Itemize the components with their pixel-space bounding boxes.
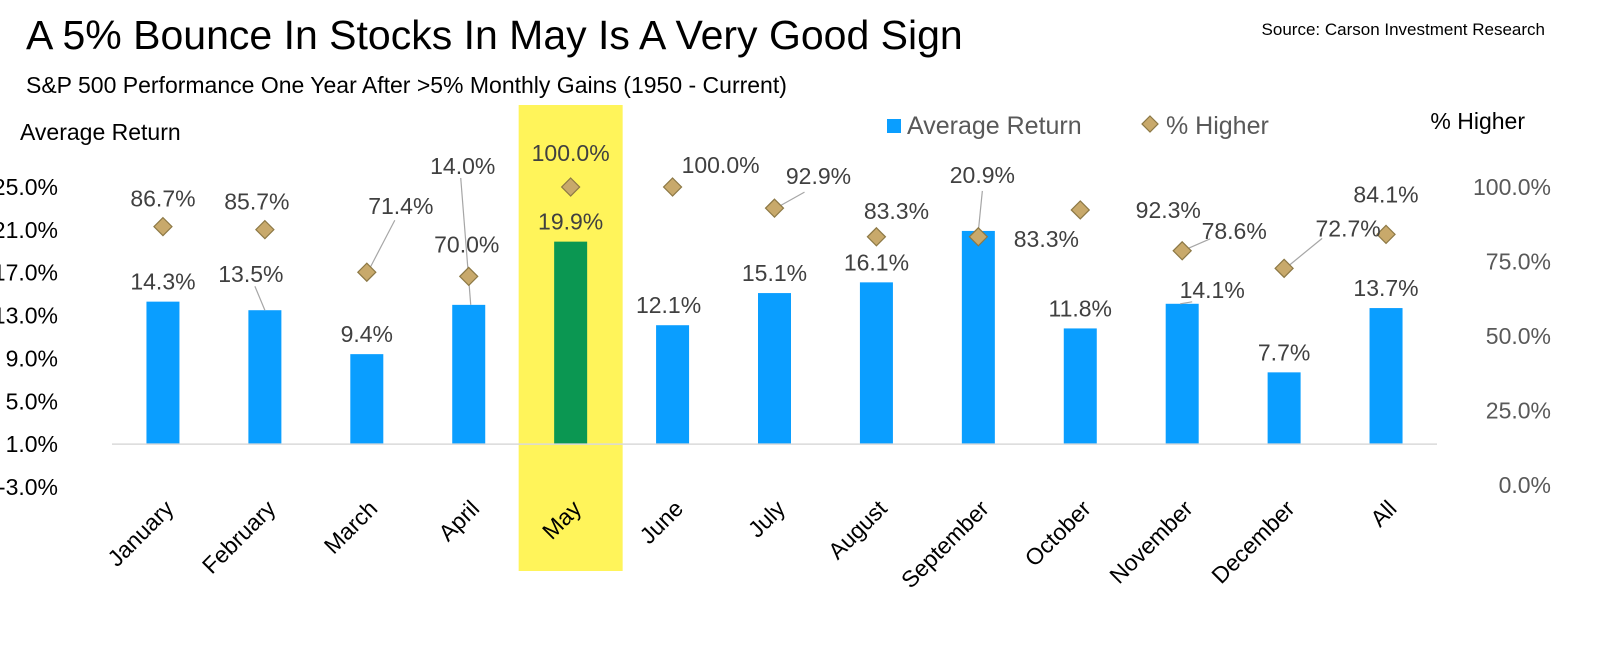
y-tick-right: 25.0% — [1486, 398, 1551, 424]
left-axis-title: Average Return — [20, 119, 181, 145]
y-tick-right: 100.0% — [1473, 174, 1551, 200]
x-tick-label: July — [743, 495, 791, 543]
x-tick-label: January — [102, 495, 179, 572]
y-tick-left: 21.0% — [0, 217, 58, 243]
bar-average-return — [1267, 372, 1301, 445]
bar-average-return — [656, 325, 690, 445]
data-label-pct-higher: 72.7% — [1316, 215, 1381, 241]
x-tick-label: December — [1206, 495, 1300, 589]
data-label-pct-higher: 70.0% — [434, 231, 499, 257]
y-tick-left: 1.0% — [6, 431, 58, 457]
data-label-pct-higher: 86.7% — [130, 186, 195, 212]
chart-subtitle: S&P 500 Performance One Year After >5% M… — [26, 72, 787, 98]
y-tick-right: 75.0% — [1486, 249, 1551, 275]
bar-average-return — [554, 241, 588, 445]
legend-label-pct-higher: % Higher — [1166, 112, 1269, 140]
bar-average-return — [758, 293, 791, 445]
legend-swatch-average-return — [887, 119, 901, 133]
data-label-pct-higher: 92.9% — [786, 163, 851, 189]
leader-line — [1186, 238, 1211, 250]
y-tick-left: 17.0% — [0, 260, 58, 286]
source-note: Source: Carson Investment Research — [1262, 20, 1545, 39]
x-tick-label: February — [197, 495, 281, 579]
marker-pct-higher — [866, 226, 887, 247]
data-label-average-return: 15.1% — [742, 260, 807, 286]
y-tick-left: 9.0% — [6, 345, 58, 371]
bar-average-return — [1165, 303, 1199, 445]
marker-pct-higher — [356, 262, 377, 283]
y-tick-right: 0.0% — [1499, 472, 1551, 498]
data-label-average-return: 11.8% — [1049, 295, 1113, 321]
data-label-pct-higher: 92.3% — [1136, 197, 1201, 223]
data-label-average-return: 13.7% — [1353, 275, 1418, 301]
chart-title: A 5% Bounce In Stocks In May Is A Very G… — [26, 12, 963, 58]
bar-average-return — [146, 301, 180, 445]
marker-pct-higher — [1070, 200, 1091, 220]
bar-average-return — [1369, 308, 1403, 445]
marker-pct-higher — [1376, 224, 1396, 245]
right-axis-title: % Higher — [1430, 108, 1525, 134]
marker-pct-higher — [1172, 240, 1193, 261]
marker-pct-higher — [458, 266, 479, 287]
marker-pct-higher — [764, 198, 785, 219]
x-tick-label: August — [823, 495, 892, 564]
data-label-average-return: 14.3% — [130, 269, 195, 295]
data-label-average-return: 19.9% — [538, 209, 603, 235]
leader-line — [779, 191, 805, 207]
data-label-pct-higher: 85.7% — [224, 189, 289, 215]
data-label-pct-higher: 83.3% — [864, 198, 929, 224]
y-tick-left: -3.0% — [0, 474, 58, 500]
data-label-pct-higher: 84.1% — [1353, 181, 1418, 207]
bar-average-return — [1063, 328, 1097, 445]
data-label-pct-higher: 78.6% — [1202, 218, 1267, 244]
data-label-pct-higher: 83.3% — [1014, 226, 1079, 252]
marker-pct-higher — [153, 216, 173, 237]
data-label-pct-higher: 100.0% — [682, 152, 760, 178]
marker-pct-higher — [560, 177, 581, 197]
data-label-average-return: 20.9% — [950, 162, 1015, 188]
y-tick-left: 5.0% — [6, 388, 58, 414]
legend-swatch-pct-higher — [1141, 115, 1159, 133]
bar-average-return — [961, 230, 995, 445]
data-label-average-return: 16.1% — [844, 249, 909, 275]
x-tick-label: September — [896, 495, 994, 593]
bar-average-return — [248, 310, 282, 445]
data-label-pct-higher: 100.0% — [532, 140, 610, 166]
data-label-pct-higher: 71.4% — [368, 193, 433, 219]
marker-pct-higher — [255, 219, 275, 240]
x-tick-label: June — [634, 495, 688, 549]
data-label-average-return: 13.5% — [218, 261, 283, 287]
x-tick-label: March — [319, 495, 383, 559]
marker-pct-higher — [662, 177, 683, 197]
y-tick-left: 25.0% — [0, 174, 58, 200]
leader-line — [369, 219, 396, 269]
leader-line — [1180, 301, 1193, 305]
y-tick-right: 50.0% — [1486, 323, 1551, 349]
data-label-average-return: 12.1% — [636, 292, 701, 318]
marker-pct-higher — [1274, 258, 1294, 279]
bar-average-return — [350, 354, 384, 445]
data-label-average-return: 14.0% — [430, 153, 495, 179]
x-tick-label: October — [1020, 495, 1096, 571]
x-tick-label: November — [1104, 495, 1198, 589]
leader-line — [977, 190, 983, 231]
legend-label-average-return: Average Return — [907, 112, 1082, 140]
data-label-average-return: 7.7% — [1258, 339, 1310, 365]
data-label-average-return: 9.4% — [341, 321, 393, 347]
marker-pct-higher — [968, 226, 989, 247]
data-label-average-return: 14.1% — [1180, 277, 1245, 303]
x-tick-label: All — [1365, 495, 1401, 531]
y-tick-left: 13.0% — [0, 303, 58, 329]
bar-average-return — [452, 304, 486, 445]
x-tick-label: April — [433, 495, 484, 546]
legend: Average Return % Higher — [887, 112, 1269, 140]
leader-line — [254, 285, 266, 311]
bar-average-return — [859, 282, 893, 445]
leader-line — [1288, 237, 1323, 266]
